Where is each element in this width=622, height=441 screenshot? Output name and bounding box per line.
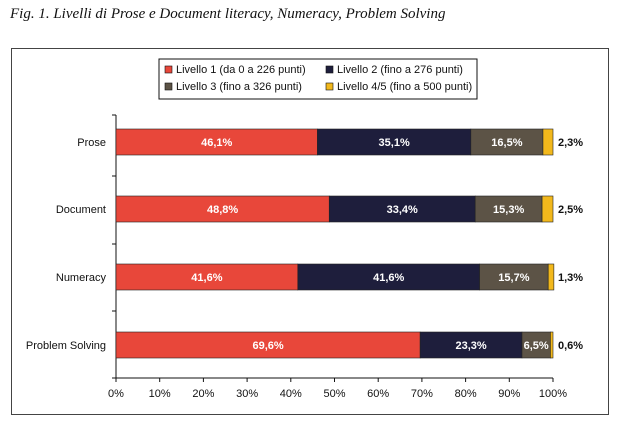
data-label: 0,6%: [558, 340, 583, 352]
bar-segment: [328, 195, 476, 223]
data-label: 35,1%: [379, 137, 410, 149]
bar-segment: [115, 331, 421, 359]
chart-frame: Livello 1 (da 0 a 226 punti) Livello 2 (f…: [11, 48, 609, 415]
x-tick-label: 90%: [498, 388, 520, 400]
bar-segment: [550, 331, 554, 359]
legend-label: Livello 4/5 (fino a 500 punti): [337, 81, 472, 93]
x-tick-label: 80%: [455, 388, 477, 400]
data-label: 2,3%: [558, 137, 583, 149]
data-label: 69,6%: [252, 340, 283, 352]
data-label: 16,5%: [491, 137, 522, 149]
bar-segment: [115, 263, 299, 291]
x-tick-label: 20%: [192, 388, 214, 400]
x-tick-label: 100%: [539, 388, 567, 400]
data-label: 41,6%: [373, 272, 404, 284]
data-label: 6,5%: [524, 340, 549, 352]
category-label: Numeracy: [56, 272, 107, 284]
bar-segment: [470, 128, 544, 156]
data-label: 46,1%: [201, 137, 232, 149]
x-tick-label: 10%: [149, 388, 171, 400]
data-label: 15,7%: [498, 272, 529, 284]
bar-segment: [479, 263, 549, 291]
legend-swatch: [164, 82, 173, 91]
x-tick-label: 40%: [280, 388, 302, 400]
bar-segment: [542, 128, 554, 156]
legend-swatch: [325, 65, 334, 74]
data-label: 23,3%: [455, 340, 486, 352]
category-label: Prose: [77, 137, 106, 149]
legend-label: Livello 2 (fino a 276 punti): [337, 64, 463, 76]
stacked-bar-chart: Livello 1 (da 0 a 226 punti) Livello 2 (f…: [26, 58, 583, 400]
figure-title: Fig. 1. Livelli di Prose e Document lite…: [10, 6, 446, 22]
data-label: 1,3%: [558, 272, 583, 284]
legend-label: Livello 1 (da 0 a 226 punti): [176, 64, 306, 76]
x-tick-label: 50%: [323, 388, 345, 400]
legend-swatch: [325, 82, 334, 91]
bar-segment: [115, 128, 318, 156]
legend-swatch: [164, 65, 173, 74]
bar-segment: [547, 263, 555, 291]
data-label: 48,8%: [207, 204, 238, 216]
legend-box: [158, 58, 478, 100]
bar-segment: [541, 195, 554, 223]
bar-segment: [419, 331, 523, 359]
category-label: Document: [56, 204, 106, 216]
category-label: Problem Solving: [26, 340, 106, 352]
data-label: 2,5%: [558, 204, 583, 216]
data-label: 41,6%: [191, 272, 222, 284]
bar-segment: [521, 331, 551, 359]
bar-segment: [317, 128, 472, 156]
x-tick-label: 70%: [411, 388, 433, 400]
x-tick-label: 60%: [367, 388, 389, 400]
legend-label: Livello 3 (fino a 326 punti): [176, 81, 302, 93]
x-tick-label: 0%: [108, 388, 124, 400]
data-label: 33,4%: [387, 204, 418, 216]
x-tick-label: 30%: [236, 388, 258, 400]
data-label: 15,3%: [493, 204, 524, 216]
